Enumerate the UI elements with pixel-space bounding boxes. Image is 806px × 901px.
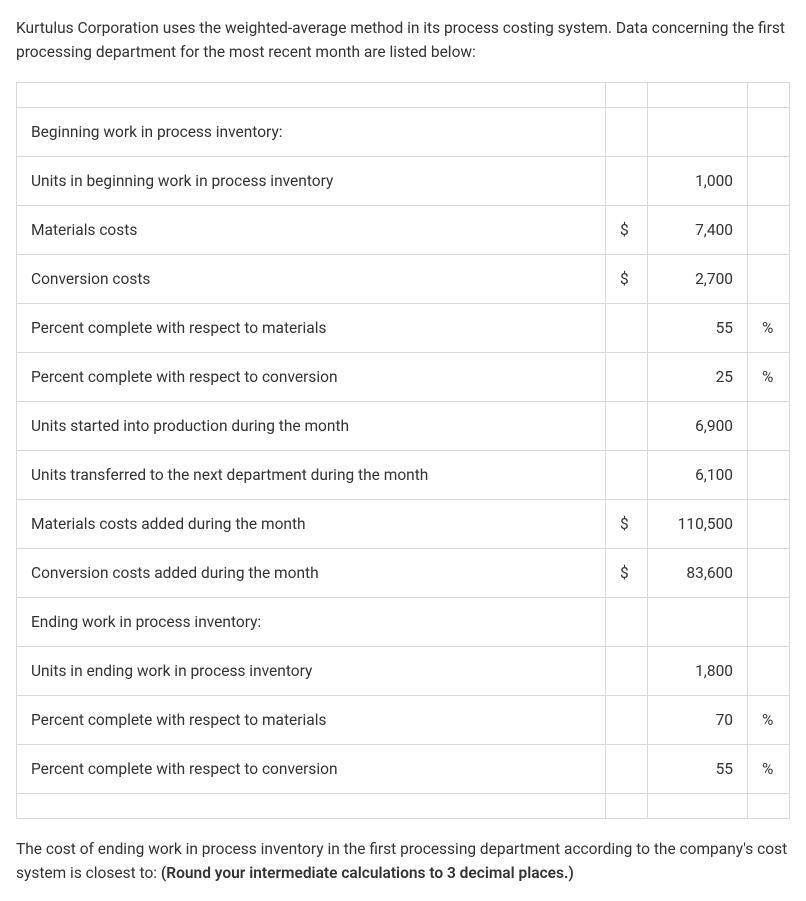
row-currency-symbol: $	[606, 206, 648, 255]
row-label: Beginning work in process inventory:	[17, 108, 606, 157]
row-label: Percent complete with respect to materia…	[17, 696, 606, 745]
data-table: Beginning work in process inventory:Unit…	[16, 82, 790, 819]
table-row: Units started into production during the…	[17, 402, 790, 451]
row-unit	[748, 108, 790, 157]
row-label: Conversion costs	[17, 255, 606, 304]
row-value: 6,900	[648, 402, 748, 451]
row-value: 1,000	[648, 157, 748, 206]
table-row: Percent complete with respect to convers…	[17, 745, 790, 794]
row-currency-symbol	[606, 157, 648, 206]
row-label: Ending work in process inventory:	[17, 598, 606, 647]
row-currency-symbol	[606, 696, 648, 745]
problem-intro: Kurtulus Corporation uses the weighted-a…	[16, 16, 790, 64]
row-label: Materials costs	[17, 206, 606, 255]
row-currency-symbol	[606, 83, 648, 108]
row-unit: %	[748, 696, 790, 745]
row-unit	[748, 598, 790, 647]
row-currency-symbol	[606, 794, 648, 819]
row-label: Percent complete with respect to materia…	[17, 304, 606, 353]
table-row: Units in beginning work in process inven…	[17, 157, 790, 206]
row-currency-symbol	[606, 745, 648, 794]
table-row: Percent complete with respect to materia…	[17, 304, 790, 353]
row-value: 70	[648, 696, 748, 745]
table-row: Conversion costs added during the month$…	[17, 549, 790, 598]
table-row: Units transferred to the next department…	[17, 451, 790, 500]
row-label	[17, 83, 606, 108]
row-unit: %	[748, 353, 790, 402]
row-unit	[748, 451, 790, 500]
row-value: 25	[648, 353, 748, 402]
row-unit	[748, 647, 790, 696]
row-currency-symbol	[606, 451, 648, 500]
row-value: 83,600	[648, 549, 748, 598]
problem-footer: The cost of ending work in process inven…	[16, 837, 790, 885]
row-value: 7,400	[648, 206, 748, 255]
row-unit	[748, 157, 790, 206]
row-value	[648, 108, 748, 157]
table-row	[17, 794, 790, 819]
row-unit	[748, 500, 790, 549]
table-row	[17, 83, 790, 108]
row-currency-symbol	[606, 647, 648, 696]
row-currency-symbol: $	[606, 500, 648, 549]
row-label: Percent complete with respect to convers…	[17, 353, 606, 402]
row-value	[648, 83, 748, 108]
row-currency-symbol: $	[606, 255, 648, 304]
row-currency-symbol	[606, 598, 648, 647]
row-value: 55	[648, 745, 748, 794]
row-label: Units in ending work in process inventor…	[17, 647, 606, 696]
row-label: Percent complete with respect to convers…	[17, 745, 606, 794]
row-value: 110,500	[648, 500, 748, 549]
row-label: Conversion costs added during the month	[17, 549, 606, 598]
row-label: Units started into production during the…	[17, 402, 606, 451]
row-value	[648, 794, 748, 819]
table-row: Units in ending work in process inventor…	[17, 647, 790, 696]
row-currency-symbol	[606, 108, 648, 157]
row-unit	[748, 255, 790, 304]
row-label: Materials costs added during the month	[17, 500, 606, 549]
row-label: Units in beginning work in process inven…	[17, 157, 606, 206]
row-unit: %	[748, 304, 790, 353]
row-label	[17, 794, 606, 819]
row-value: 2,700	[648, 255, 748, 304]
row-value: 1,800	[648, 647, 748, 696]
table-row: Beginning work in process inventory:	[17, 108, 790, 157]
row-label: Units transferred to the next department…	[17, 451, 606, 500]
footer-bold: (Round your intermediate calculations to…	[161, 864, 574, 882]
table-row: Ending work in process inventory:	[17, 598, 790, 647]
table-row: Materials costs added during the month$1…	[17, 500, 790, 549]
row-unit	[748, 549, 790, 598]
row-unit: %	[748, 745, 790, 794]
table-row: Materials costs$7,400	[17, 206, 790, 255]
row-unit	[748, 83, 790, 108]
table-row: Percent complete with respect to materia…	[17, 696, 790, 745]
row-currency-symbol	[606, 353, 648, 402]
row-value: 55	[648, 304, 748, 353]
row-value: 6,100	[648, 451, 748, 500]
table-row: Conversion costs$2,700	[17, 255, 790, 304]
row-currency-symbol	[606, 304, 648, 353]
table-row: Percent complete with respect to convers…	[17, 353, 790, 402]
row-unit	[748, 402, 790, 451]
row-currency-symbol: $	[606, 549, 648, 598]
row-value	[648, 598, 748, 647]
row-unit	[748, 206, 790, 255]
row-unit	[748, 794, 790, 819]
row-currency-symbol	[606, 402, 648, 451]
